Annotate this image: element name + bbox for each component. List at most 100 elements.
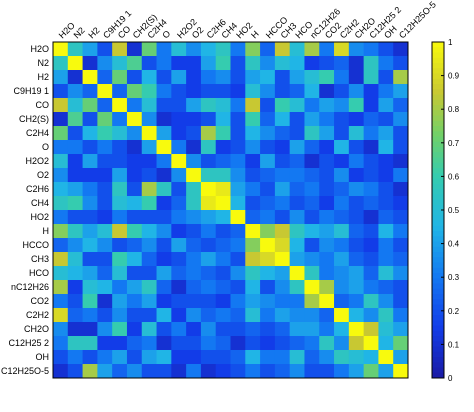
- heatmap-cell: [200, 98, 217, 113]
- heatmap-cell: [289, 294, 305, 309]
- heatmap-cell: [141, 350, 157, 365]
- heatmap-cell: [67, 182, 83, 197]
- heatmap-cell: [260, 84, 276, 99]
- heatmap-cell: [363, 294, 379, 309]
- heatmap-cell: [230, 196, 246, 211]
- heatmap-cell: [304, 182, 320, 197]
- colorbar-tick-label: 0.5: [448, 206, 460, 215]
- heatmap-cell: [97, 238, 113, 253]
- heatmap-cell: [230, 308, 246, 323]
- heatmap-cell: [67, 154, 83, 169]
- heatmap-cell: [186, 182, 202, 197]
- heatmap-cell: [274, 364, 291, 379]
- heatmap-cell: [67, 294, 83, 309]
- heatmap-cell: [289, 238, 305, 253]
- heatmap-cell: [82, 154, 98, 169]
- heatmap-cell: [334, 336, 350, 351]
- heatmap-cell: [230, 168, 246, 183]
- heatmap-cell: [126, 224, 143, 239]
- heatmap-cell: [334, 168, 350, 183]
- heatmap-cell: [348, 56, 365, 71]
- heatmap-cell: [97, 84, 113, 99]
- heatmap-cell: [82, 336, 98, 351]
- heatmap-cell: [274, 224, 291, 239]
- heatmap-cell: [97, 322, 113, 337]
- heatmap-cell: [260, 56, 276, 71]
- heatmap-cell: [304, 70, 320, 85]
- heatmap-cell: [274, 266, 291, 281]
- heatmap-cell: [126, 210, 143, 225]
- heatmap-cell: [378, 84, 394, 99]
- heatmap-cell: [378, 364, 394, 379]
- heatmap-cell: [289, 364, 305, 379]
- heatmap-cell: [141, 98, 157, 113]
- heatmap-cell: [112, 126, 128, 141]
- colorbar-segment: [432, 320, 444, 326]
- heatmap-cell: [260, 336, 276, 351]
- heatmap-cell: [186, 252, 202, 267]
- colorbar-segment: [432, 341, 444, 347]
- heatmap-cell: [156, 364, 172, 379]
- heatmap-cell: [378, 308, 394, 323]
- heatmap-cell: [97, 140, 113, 155]
- heatmap-cell: [67, 98, 83, 113]
- heatmap-cell: [334, 126, 350, 141]
- colorbar-segment: [432, 99, 444, 106]
- heatmap-cell: [230, 140, 246, 155]
- heatmap-cell: [156, 266, 172, 281]
- heatmap-cell: [393, 70, 409, 85]
- heatmap-cell: [97, 126, 113, 141]
- heatmap-cell: [393, 308, 409, 323]
- heatmap-cell: [156, 182, 172, 197]
- heatmap-cell: [126, 98, 143, 113]
- heatmap-cell: [334, 364, 350, 379]
- heatmap-cell: [171, 154, 187, 169]
- heatmap-cell: [230, 210, 246, 225]
- heatmap-cell: [245, 98, 261, 113]
- colorbar-tick-label: 0.1: [448, 340, 460, 349]
- heatmap-cell: [215, 350, 231, 365]
- heatmap-cell: [245, 294, 261, 309]
- heatmap-cell: [156, 294, 172, 309]
- heatmap-cell: [319, 84, 335, 99]
- heatmap-cell: [304, 294, 320, 309]
- heatmap-cell: [230, 98, 246, 113]
- colorbar-segment: [432, 115, 444, 122]
- colorbar-tick-label: 0.9: [448, 72, 460, 81]
- heatmap-cell: [245, 210, 261, 225]
- heatmap-cell: [215, 42, 231, 57]
- colorbar-segment: [432, 84, 444, 90]
- heatmap-cell: [97, 154, 113, 169]
- heatmap-cell: [245, 154, 261, 169]
- heatmap-cell: [260, 196, 276, 211]
- heatmap-cell: [260, 154, 276, 169]
- heatmap-cell: [245, 84, 261, 99]
- colorbar-segment: [432, 210, 444, 216]
- heatmap-cell: [126, 280, 143, 295]
- heatmap-cell: [156, 336, 172, 351]
- colorbar-segment: [432, 199, 444, 206]
- heatmap-cell: [245, 42, 261, 57]
- heatmap-cell: [348, 364, 365, 379]
- colorbar-segment: [432, 162, 444, 169]
- heatmap-cell: [363, 56, 379, 71]
- x-tick-label: H: [249, 29, 261, 41]
- heatmap-cell: [53, 322, 69, 337]
- colorbar-segment: [432, 194, 444, 200]
- heatmap-cell: [393, 252, 409, 267]
- heatmap-cell: [200, 154, 217, 169]
- heatmap-cell: [156, 56, 172, 71]
- y-tick-label: CO2: [30, 296, 49, 306]
- heatmap-cell: [171, 280, 187, 295]
- heatmap-cell: [363, 266, 379, 281]
- heatmap-cell: [363, 238, 379, 253]
- heatmap-cell: [215, 112, 231, 127]
- heatmap-cell: [245, 56, 261, 71]
- heatmap-cell: [67, 42, 83, 57]
- heatmap-cell: [141, 238, 157, 253]
- y-tick-label: C2H6: [26, 184, 49, 194]
- heatmap-cell: [156, 42, 172, 57]
- heatmap-cell: [304, 98, 320, 113]
- heatmap-cell: [378, 210, 394, 225]
- x-tick-label: H2: [86, 25, 101, 40]
